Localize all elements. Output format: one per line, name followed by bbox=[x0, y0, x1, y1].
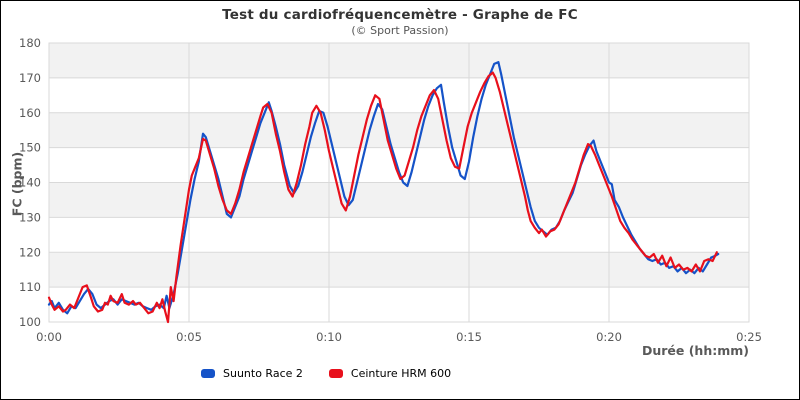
svg-text:180: 180 bbox=[19, 36, 41, 50]
legend-item-ceinture-hrm-600[interactable]: Ceinture HRM 600 bbox=[328, 367, 452, 380]
legend-label: Ceinture HRM 600 bbox=[350, 367, 452, 380]
legend: Suunto Race 2 Ceinture HRM 600 bbox=[201, 367, 451, 380]
svg-text:0:10: 0:10 bbox=[316, 330, 342, 344]
svg-text:170: 170 bbox=[19, 71, 41, 85]
y-axis-label: FC (bpm) bbox=[9, 151, 25, 217]
svg-text:160: 160 bbox=[19, 106, 41, 120]
chart-title: Test du cardiofréquencemètre - Graphe de… bbox=[222, 7, 578, 23]
chart-subtitle: (© Sport Passion) bbox=[351, 24, 449, 37]
svg-text:0:20: 0:20 bbox=[596, 330, 622, 344]
svg-text:140: 140 bbox=[19, 176, 41, 190]
plot-area: 100 110 120 130 140 150 160 170 180 0:00 0:05 0:10 0… bbox=[19, 36, 762, 344]
svg-text:0:00: 0:00 bbox=[36, 330, 62, 344]
svg-text:130: 130 bbox=[19, 210, 41, 224]
svg-text:110: 110 bbox=[19, 280, 41, 294]
svg-text:0:25: 0:25 bbox=[736, 330, 762, 344]
x-axis-label: Durée (hh:mm) bbox=[641, 343, 749, 358]
legend-swatch-red-icon bbox=[328, 369, 343, 378]
svg-text:100: 100 bbox=[19, 315, 41, 329]
legend-label: Suunto Race 2 bbox=[223, 367, 303, 380]
legend-item-suunto-race-2[interactable]: Suunto Race 2 bbox=[201, 367, 303, 380]
svg-text:150: 150 bbox=[19, 141, 41, 155]
svg-text:120: 120 bbox=[19, 245, 41, 259]
svg-text:0:05: 0:05 bbox=[176, 330, 202, 344]
legend-swatch-blue-icon bbox=[201, 369, 215, 378]
svg-text:0:15: 0:15 bbox=[456, 330, 482, 344]
